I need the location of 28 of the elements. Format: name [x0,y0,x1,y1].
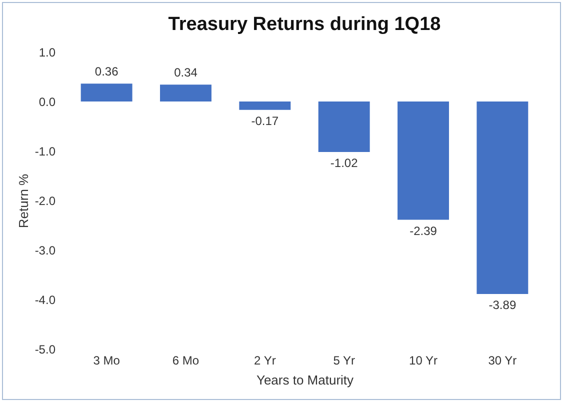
x-tick-label: 2 Yr [254,354,276,368]
y-tick-label: -2.0 [34,194,56,208]
x-tick-label: 5 Yr [333,354,355,368]
y-tick-label: -4.0 [34,293,56,307]
x-tick-label: 6 Mo [172,354,200,368]
x-tick-label: 10 Yr [409,354,438,368]
bar [398,102,449,220]
bar [318,102,370,152]
bar [160,84,212,102]
data-label: 0.36 [94,64,119,79]
data-label: 0.34 [174,66,198,80]
bar [80,84,132,102]
bar [239,102,291,110]
data-label: -1.02 [330,156,358,170]
x-axis-title: Years to Maturity [256,372,354,388]
y-tick-label: 1.0 [38,46,56,60]
data-label: -0.17 [251,114,279,128]
y-axis-title: Return % [16,173,31,228]
y-tick-label: -3.0 [34,244,56,258]
y-tick-label: -1.0 [34,144,56,158]
chart-title: Treasury Returns during 1Q18 [168,14,441,35]
x-tick-label: 30 Yr [488,354,517,368]
y-tick-label: -5.0 [34,342,56,356]
data-label: -3.89 [488,298,516,312]
y-tick-label: 0.0 [38,95,56,109]
data-label: -2.39 [410,224,438,238]
x-tick-label: 3 Mo [93,354,120,368]
bar [476,102,528,294]
